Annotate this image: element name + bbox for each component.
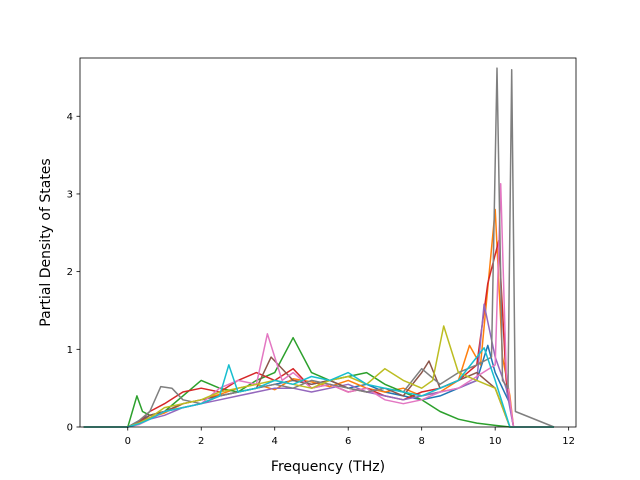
x-tick-label: 12: [562, 436, 575, 447]
plot-frame: [79, 57, 577, 428]
x-tick-label: 10: [489, 436, 502, 447]
series-line: [83, 303, 554, 428]
y-tick-label: 2: [67, 267, 73, 278]
y-axis-ticks: 0 1 2 3 4: [67, 112, 80, 434]
x-tick-label: 8: [419, 436, 425, 447]
series-line: [83, 325, 554, 428]
plot-series-group: [83, 67, 555, 428]
x-tick-label: 0: [125, 436, 131, 447]
series-line: [83, 347, 554, 428]
y-axis-label: Partial Density of States: [38, 158, 54, 326]
x-tick-label: 6: [345, 436, 351, 447]
x-tick-label: 4: [272, 436, 278, 447]
x-axis-ticks: 0 2 4 6 8 10 12: [125, 427, 575, 447]
y-tick-label: 1: [67, 345, 73, 356]
series-line: [83, 67, 555, 428]
x-axis-label: Frequency (THz): [271, 459, 385, 475]
y-tick-label: 4: [67, 112, 73, 123]
y-tick-label: 0: [67, 423, 73, 434]
x-tick-label: 2: [198, 436, 204, 447]
y-tick-label: 3: [67, 189, 73, 200]
